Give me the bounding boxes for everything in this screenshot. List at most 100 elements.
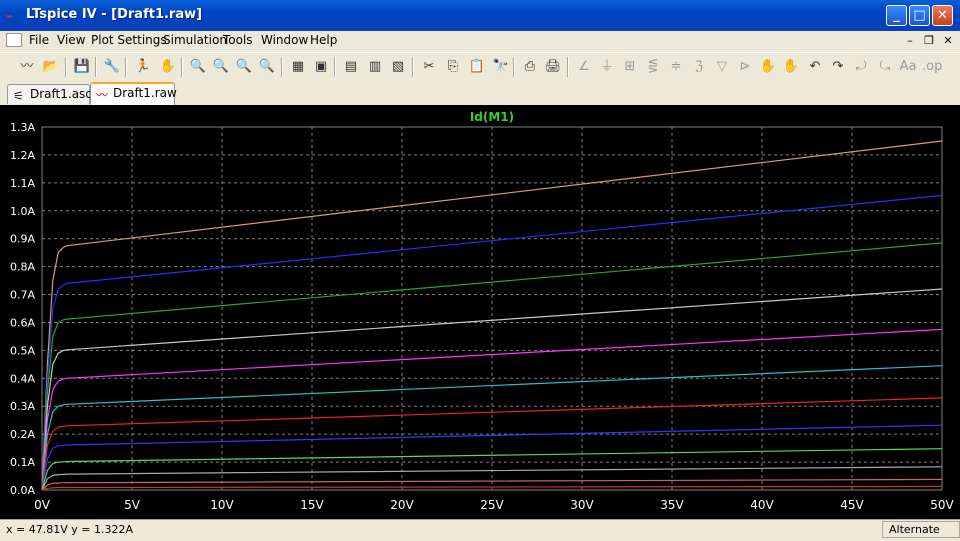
x-tick-label: 15V bbox=[300, 498, 324, 512]
capacitor-icon[interactable]: ≑ bbox=[670, 59, 682, 74]
paste-icon[interactable]: 📋 bbox=[468, 59, 486, 74]
menu-help[interactable]: Help bbox=[310, 33, 338, 47]
open-icon[interactable]: 📂 bbox=[42, 59, 60, 74]
y-tick-label: 0.6A bbox=[10, 316, 35, 329]
y-tick-label: 0.9A bbox=[10, 233, 35, 246]
tab-label: Draft1.asc bbox=[30, 87, 92, 101]
tab-draft1-asc[interactable]: ⚟ Draft1.asc bbox=[7, 84, 92, 104]
schematic-icon: ⚟ bbox=[13, 89, 24, 103]
trace-id-m1-8 bbox=[41, 448, 943, 491]
move-icon[interactable]: ✋ bbox=[759, 59, 777, 74]
trace-id-m1-11 bbox=[41, 485, 943, 491]
menu-simulation[interactable]: Simulation bbox=[163, 33, 227, 47]
toolbar-separator bbox=[95, 57, 97, 77]
zoom-cancel-icon[interactable]: 🔍 bbox=[258, 59, 276, 74]
waveform-icon[interactable]: 〰 bbox=[20, 59, 34, 74]
zoom-in-icon[interactable]: 🔍 bbox=[189, 59, 207, 74]
autorange-icon[interactable]: ▦ bbox=[291, 59, 305, 74]
trace-id-m1-10 bbox=[41, 478, 943, 491]
menu-bar: File View Plot Settings Simulation Tools… bbox=[0, 31, 960, 51]
mdi-minimize-button[interactable]: – bbox=[907, 34, 913, 47]
x-tick-label: 40V bbox=[750, 498, 774, 512]
menu-window[interactable]: Window bbox=[261, 33, 309, 47]
trace-id-m1-1 bbox=[41, 194, 943, 491]
ltspice-icon[interactable]: ⌁ bbox=[6, 9, 14, 23]
toolbar-separator bbox=[281, 57, 283, 77]
x-tick-label: 30V bbox=[570, 498, 594, 512]
pan-icon[interactable]: ✋ bbox=[159, 59, 177, 74]
menu-plot-settings[interactable]: Plot Settings bbox=[91, 33, 167, 47]
spice-directive-icon[interactable]: .op bbox=[922, 59, 943, 74]
mirror-icon[interactable]: ⤿ bbox=[879, 59, 891, 74]
component-icon[interactable]: ⊳ bbox=[739, 59, 751, 74]
zoom-out-icon[interactable]: 🔍 bbox=[235, 59, 253, 74]
menu-tools[interactable]: Tools bbox=[223, 33, 253, 47]
y-tick-label: 0.5A bbox=[10, 344, 35, 357]
toolbar-separator bbox=[412, 57, 414, 77]
status-mode: Alternate bbox=[882, 521, 960, 538]
y-tick-label: 0.4A bbox=[10, 372, 35, 385]
x-tick-label: 0V bbox=[34, 498, 51, 512]
y-tick-label: 0.2A bbox=[10, 428, 35, 441]
find-icon[interactable]: 🔭 bbox=[492, 59, 510, 74]
toolbar-separator bbox=[334, 57, 336, 77]
resistor-icon[interactable]: ⋚ bbox=[647, 59, 659, 74]
trace-id-m1-2 bbox=[41, 242, 943, 491]
x-tick-label: 5V bbox=[124, 498, 141, 512]
zoom-full-icon[interactable]: 🔍 bbox=[212, 59, 230, 74]
print-preview-icon[interactable]: ⎙ bbox=[524, 59, 536, 74]
plot-svg[interactable]: 0V 5V 10V 15V 20V 25V 30V 35V 40V 45V 50V 0.0A 0.1A 0… bbox=[0, 105, 960, 519]
ground-icon[interactable]: ⏚ bbox=[600, 59, 614, 74]
x-tick-label: 35V bbox=[660, 498, 684, 512]
trace-id-m1-7 bbox=[41, 424, 943, 491]
cascade-icon[interactable]: ▥ bbox=[368, 59, 382, 74]
copy-icon[interactable]: ⎘ bbox=[447, 59, 459, 74]
label-icon[interactable]: ⊞ bbox=[624, 59, 636, 74]
y-tick-label: 0.7A bbox=[10, 289, 35, 302]
x-tick-label: 50V bbox=[930, 498, 954, 512]
plot-title: Id(M1) bbox=[470, 110, 514, 124]
trace-id-m1-3 bbox=[41, 288, 943, 491]
mdi-close-button[interactable]: ✕ bbox=[943, 34, 953, 47]
text-icon[interactable]: Aa bbox=[899, 59, 917, 74]
window-title: LTspice IV - [Draft1.raw] bbox=[26, 7, 203, 22]
drag-icon[interactable]: ✋ bbox=[782, 59, 800, 74]
rotate-icon[interactable]: ⤾ bbox=[855, 59, 867, 74]
diode-icon[interactable]: ▽ bbox=[717, 59, 727, 74]
tile-vertical-icon[interactable]: ▧ bbox=[391, 59, 405, 74]
x-tick-label: 45V bbox=[840, 498, 864, 512]
plot-settings-icon[interactable]: ▣ bbox=[314, 59, 328, 74]
waveform-viewer[interactable]: 0V 5V 10V 15V 20V 25V 30V 35V 40V 45V 50V 0.0A 0.1A 0… bbox=[0, 105, 960, 519]
run-icon[interactable]: 🏃 bbox=[134, 59, 152, 74]
y-tick-label: 1.2A bbox=[10, 149, 35, 162]
y-tick-label: 1.1A bbox=[10, 177, 35, 190]
y-tick-label: 0.0A bbox=[10, 484, 35, 497]
wire-icon[interactable]: ∠ bbox=[578, 59, 590, 74]
toolbar-separator bbox=[125, 57, 127, 77]
document-waveform-icon[interactable] bbox=[6, 33, 22, 47]
mdi-restore-button[interactable]: ❐ bbox=[924, 34, 934, 47]
status-bar: x = 47.81V y = 1.322A Alternate bbox=[0, 519, 960, 541]
trace-id-m1-4 bbox=[41, 328, 943, 491]
maximize-button[interactable]: □ bbox=[909, 5, 930, 26]
redo-icon[interactable]: ↷ bbox=[832, 59, 844, 74]
cursor-readout: x = 47.81V y = 1.322A bbox=[6, 523, 133, 536]
cut-icon[interactable]: ✂ bbox=[423, 59, 435, 74]
x-tick-label: 25V bbox=[480, 498, 504, 512]
inductor-icon[interactable]: ℨ bbox=[694, 59, 703, 74]
print-icon[interactable]: 🖨 bbox=[544, 59, 562, 74]
y-tick-label: 1.3A bbox=[10, 121, 35, 134]
menu-file[interactable]: File bbox=[29, 33, 50, 47]
tab-draft1-raw[interactable]: 〰 Draft1.raw bbox=[90, 82, 177, 105]
menu-view[interactable]: View bbox=[57, 33, 86, 47]
x-tick-label: 20V bbox=[390, 498, 414, 512]
waveform-icon: 〰 bbox=[96, 88, 109, 102]
save-icon[interactable]: 💾 bbox=[73, 59, 91, 74]
tile-horizontal-icon[interactable]: ▤ bbox=[344, 59, 358, 74]
control-panel-icon[interactable]: 🔧 bbox=[103, 59, 121, 74]
minimize-button[interactable]: _ bbox=[886, 5, 907, 26]
trace-id-m1-0 bbox=[41, 140, 943, 491]
close-button[interactable]: ✕ bbox=[932, 5, 953, 26]
undo-icon[interactable]: ↶ bbox=[809, 59, 821, 74]
tab-label: Draft1.raw bbox=[113, 86, 177, 100]
